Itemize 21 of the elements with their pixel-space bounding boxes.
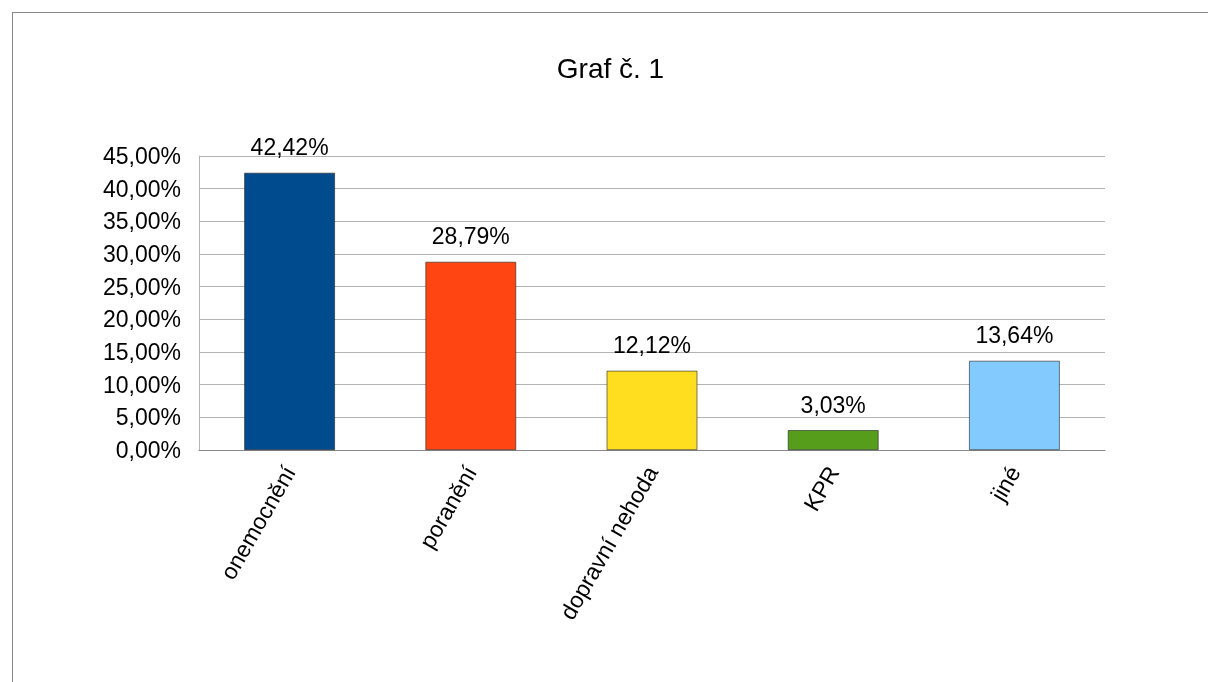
y-tick-label: 45,00% xyxy=(102,143,181,169)
data-label: 13,64% xyxy=(975,322,1054,349)
bar xyxy=(787,430,879,450)
data-label: 3,03% xyxy=(800,391,866,418)
y-tick-label: 25,00% xyxy=(102,273,181,300)
bar xyxy=(425,261,517,450)
y-tick-label: 15,00% xyxy=(102,339,181,365)
y-tick-label: 40,00% xyxy=(102,175,181,202)
y-tick-label: 10,00% xyxy=(102,371,181,398)
y-tick-label: 30,00% xyxy=(102,241,181,267)
data-label: 42,42% xyxy=(250,134,329,161)
chart-title: Graf č. 1 xyxy=(556,52,665,84)
data-label: 28,79% xyxy=(431,223,510,250)
y-tick-label: 20,00% xyxy=(102,306,181,333)
y-tick-label: 0,00% xyxy=(115,437,181,463)
y-tick-label: 5,00% xyxy=(115,404,181,431)
bar xyxy=(969,360,1060,450)
bar xyxy=(606,370,698,450)
data-label: 12,12% xyxy=(612,332,692,359)
bar xyxy=(244,172,335,450)
y-tick-label: 35,00% xyxy=(102,208,181,235)
